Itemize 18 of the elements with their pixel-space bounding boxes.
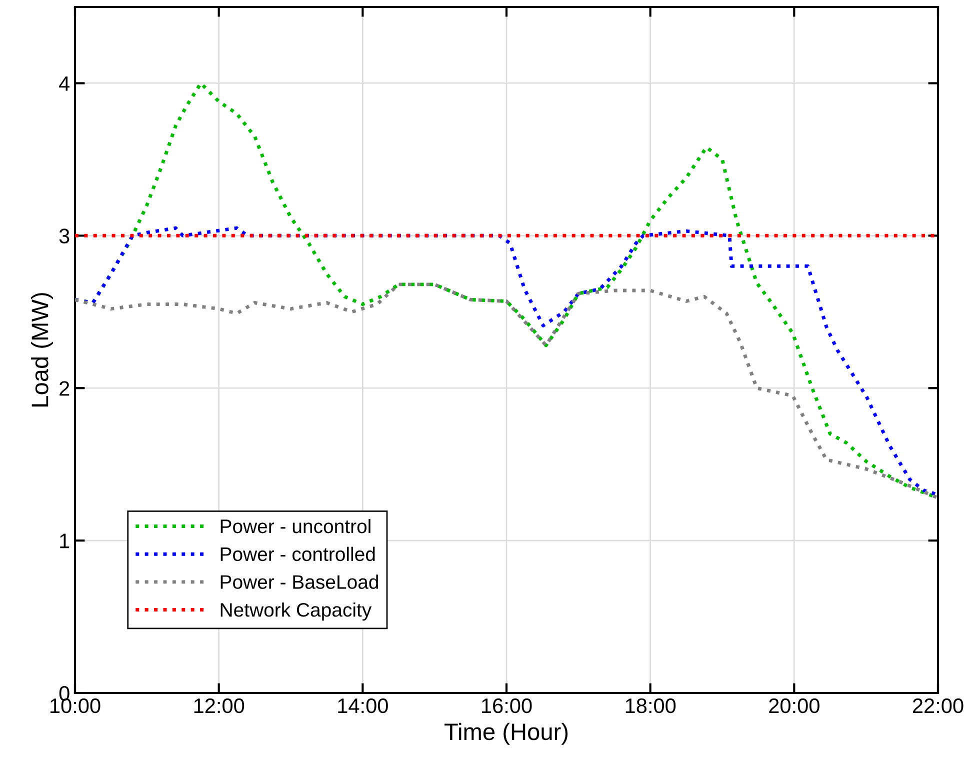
legend-label: Power - BaseLoad (220, 574, 378, 589)
x-axis-title: Time (Hour) (444, 722, 568, 745)
x-tick-label: 12:00 (194, 698, 244, 714)
legend-label: Network Capacity (220, 602, 372, 621)
x-tick-label: 18:00 (626, 698, 676, 714)
y-tick-label: 2 (60, 381, 70, 396)
line-series (75, 282, 938, 500)
x-tick-label: 16:00 (482, 698, 532, 714)
x-tick-label: 22:00 (912, 698, 964, 714)
legend-label: Power - uncontrol (220, 518, 370, 534)
y-tick-label: 3 (59, 228, 70, 244)
x-tick-label: 14:00 (338, 698, 388, 714)
line-series (75, 226, 938, 497)
x-tick-label: 20:00 (769, 698, 820, 714)
legend-label: Power - controlled (220, 546, 375, 562)
y-axis-title: Load (MW) (30, 293, 53, 406)
y-tick-label: 4 (59, 76, 70, 91)
y-tick-label: 1 (60, 534, 70, 548)
